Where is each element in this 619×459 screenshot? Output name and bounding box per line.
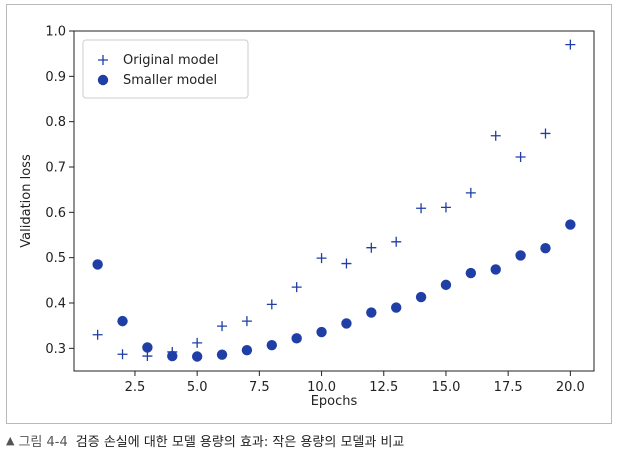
smaller-model-point (540, 242, 551, 254)
smaller-model-point (341, 318, 352, 329)
x-tick-label: 12.5 (369, 380, 398, 395)
original-model-point (316, 253, 327, 264)
original-model-point (540, 128, 551, 139)
original-model-point (117, 349, 128, 360)
original-model-point (440, 202, 451, 213)
smaller-model-point (366, 307, 377, 318)
original-model-point (465, 187, 476, 198)
smaller-model-point (440, 279, 452, 291)
smaller-model-point (191, 351, 203, 362)
x-tick-label: 5.0 (187, 380, 208, 395)
original-model-point (341, 258, 352, 269)
y-tick-label: 0.4 (45, 297, 66, 312)
original-model-point (192, 337, 203, 348)
original-model-point (291, 282, 302, 293)
y-tick-label: 0.3 (45, 342, 66, 357)
original-model-point (490, 130, 501, 141)
original-model-point (515, 152, 526, 163)
smaller-model-point (117, 315, 128, 327)
y-tick-label: 0.5 (45, 251, 66, 266)
validation-loss-chart: 0.3 0.4 0.5 0.6 0.7 0.8 0.9 1.0 2.5 5.0 7.5 10.0 12… (19, 25, 595, 409)
x-tick-label: 17.5 (494, 380, 523, 395)
x-axis-label: Epochs (311, 394, 358, 409)
legend-markers (97, 55, 109, 86)
figure-caption: ▲ 그림 4-4 검증 손실에 대한 모델 용량의 효과: 작은 용량의 모델과… (6, 430, 612, 450)
original-model-point (266, 299, 277, 310)
x-tick-label: 10.0 (307, 380, 336, 395)
smaller-model-point (167, 350, 178, 362)
smaller-model-point (415, 291, 427, 303)
smaller-model-point (266, 339, 277, 351)
original-model-point (241, 316, 252, 327)
y-axis-label: Validation loss (19, 154, 34, 248)
y-tick-label: 0.7 (45, 161, 66, 176)
x-tick-label: 2.5 (125, 380, 146, 395)
original-model-point (142, 351, 153, 362)
original-model-point (565, 39, 576, 50)
smaller-model-point (316, 326, 327, 338)
x-axis-ticks: 2.5 5.0 7.5 10.0 12.5 15.0 17.5 20.0 (125, 371, 585, 395)
y-tick-label: 1.0 (45, 25, 66, 40)
smaller-model-point (142, 342, 153, 353)
legend-label-original-model: Original model (123, 53, 218, 68)
caption-figure-number: 그림 4-4 (18, 434, 68, 450)
smaller-model-point (490, 264, 501, 275)
smaller-model-point (565, 219, 576, 230)
y-tick-label: 0.6 (45, 206, 66, 221)
x-tick-label: 15.0 (431, 380, 460, 395)
smaller-model-point (92, 259, 103, 270)
smaller-model-point (291, 333, 302, 344)
y-axis-ticks: 0.3 0.4 0.5 0.6 0.7 0.8 0.9 1.0 (45, 25, 74, 357)
x-tick-label: 20.0 (556, 380, 585, 395)
y-tick-label: 0.8 (45, 115, 66, 130)
original-model-point (416, 203, 427, 214)
legend: Original model Smaller model (82, 39, 249, 99)
smaller-model-point (216, 349, 228, 360)
smaller-model-point (391, 302, 402, 313)
caption-text: 검증 손실에 대한 모델 용량의 효과: 작은 용량의 모델과 비교 (75, 434, 405, 450)
original-model-point (217, 321, 228, 332)
original-model-point (391, 236, 402, 247)
smaller-model-point (241, 344, 253, 356)
legend-marker-original-model (98, 55, 108, 65)
y-tick-label: 0.9 (45, 70, 66, 85)
caption-triangle-icon: ▲ (6, 433, 15, 447)
original-model-point (92, 329, 103, 340)
legend-marker-smaller-model (97, 74, 109, 86)
smaller-model-point (515, 250, 526, 261)
legend-label-smaller-model: Smaller model (123, 73, 217, 88)
original-model-point (366, 242, 377, 253)
x-tick-label: 7.5 (249, 380, 270, 395)
smaller-model-point (465, 267, 477, 279)
figure-frame: 0.3 0.4 0.5 0.6 0.7 0.8 0.9 1.0 2.5 5.0 7.5 10.0 12… (6, 4, 612, 424)
data-marks (92, 39, 576, 362)
legend-box (82, 39, 249, 99)
